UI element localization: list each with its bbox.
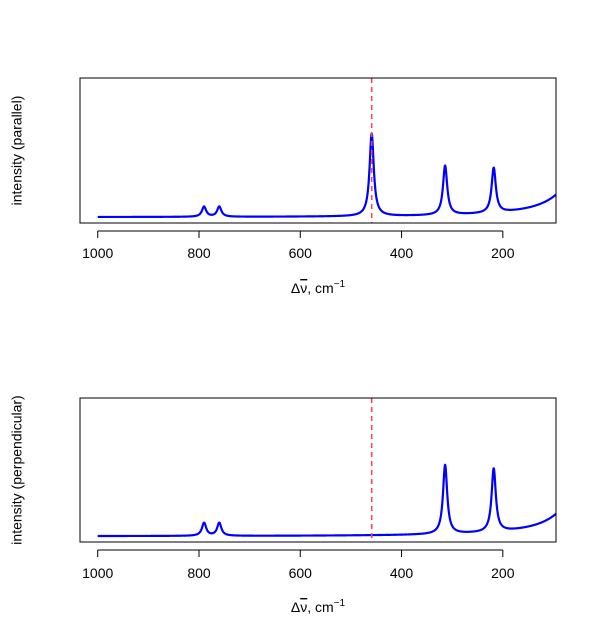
x-tick-label: 800 [187, 245, 211, 261]
x-axis-label-suffix: , cm [307, 599, 333, 615]
chart-panel-perpendicular: 1000 800 600 400 200 intensity (perpendicula… [9, 395, 557, 615]
plot-box [79, 397, 557, 543]
x-axis-label-suffix: , cm [307, 280, 333, 296]
x-axis-label-prefix: Δ [291, 599, 300, 615]
x-tick-label: 1000 [82, 565, 113, 581]
chart-panel-parallel: 1000 800 600 400 200 intensity (parallel) Δν… [9, 77, 557, 296]
plot-box [79, 77, 557, 224]
x-tick-label: 200 [491, 245, 515, 261]
x-axis: 1000 800 600 400 200 [82, 549, 515, 581]
x-tick-label: 800 [187, 565, 211, 581]
y-axis-label: intensity (parallel) [9, 96, 25, 206]
x-tick-label: 200 [491, 565, 515, 581]
x-axis-label: Δν, cm−1 [291, 598, 346, 615]
spectrum-curve-layer [96, 463, 557, 538]
x-axis: 1000 800 600 400 200 [82, 230, 515, 261]
x-axis-label-sup: −1 [334, 598, 346, 609]
x-axis-label-var: ν [300, 599, 307, 615]
x-tick-label: 1000 [82, 245, 113, 261]
y-axis-label: intensity (perpendicular) [9, 395, 25, 544]
x-axis-label-sup: −1 [334, 279, 346, 290]
x-axis-label-prefix: Δ [291, 280, 300, 296]
spectrum-curve-layer [96, 132, 557, 219]
x-axis-label-var: ν [300, 280, 307, 296]
spectrum-line [96, 132, 557, 219]
x-tick-label: 600 [289, 245, 313, 261]
spectrum-line [96, 463, 557, 538]
x-axis-label: Δν, cm−1 [291, 279, 346, 296]
x-tick-label: 400 [390, 565, 414, 581]
x-tick-label: 400 [390, 245, 414, 261]
x-tick-label: 600 [289, 565, 313, 581]
